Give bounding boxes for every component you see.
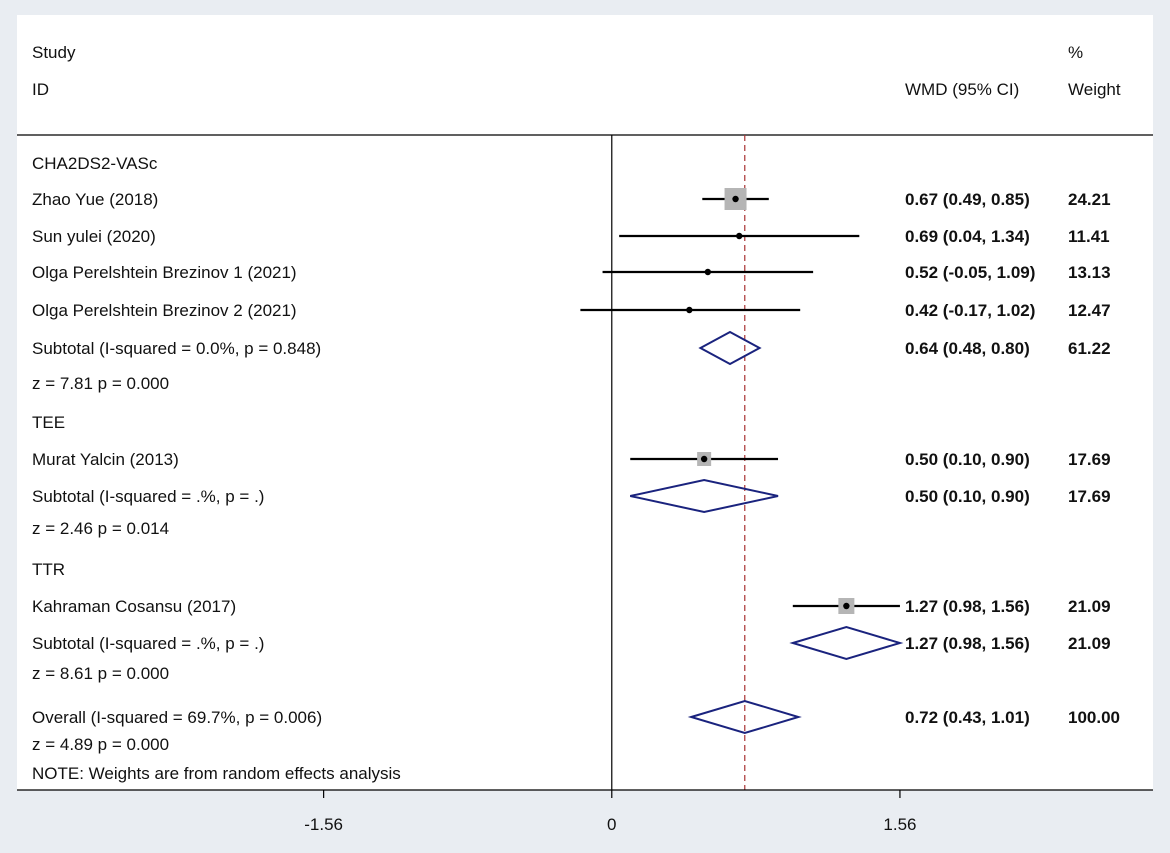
weight-value: 21.09 xyxy=(1068,597,1111,616)
effect-ci-text: 0.50 (0.10, 0.90) xyxy=(905,450,1030,469)
effect-ci-text: 0.72 (0.43, 1.01) xyxy=(905,708,1030,727)
subtotal-label: Subtotal (I-squared = .%, p = .) xyxy=(32,634,264,653)
group-label: TTR xyxy=(32,560,65,579)
weight-value: 11.41 xyxy=(1068,227,1110,246)
effect-ci-text: 1.27 (0.98, 1.56) xyxy=(905,634,1030,653)
weight-value: 12.47 xyxy=(1068,301,1111,320)
study-label: Zhao Yue (2018) xyxy=(32,190,158,209)
plot-area-background xyxy=(17,15,1153,790)
weight-value: 17.69 xyxy=(1068,450,1111,469)
subtotal-label: Subtotal (I-squared = .%, p = .) xyxy=(32,487,264,506)
weight-value: 13.13 xyxy=(1068,263,1111,282)
x-tick-label: -1.56 xyxy=(304,815,343,834)
study-label: Olga Perelshtein Brezinov 1 (2021) xyxy=(32,263,297,282)
stat-label: z = 7.81 p = 0.000 xyxy=(32,374,169,393)
effect-ci-text: 0.69 (0.04, 1.34) xyxy=(905,227,1030,246)
study-label: Olga Perelshtein Brezinov 2 (2021) xyxy=(32,301,297,320)
subtotal-diamond xyxy=(630,478,779,514)
weight-value: 17.69 xyxy=(1068,487,1111,506)
point-estimate xyxy=(732,195,739,203)
effect-ci-text: 1.27 (0.98, 1.56) xyxy=(905,597,1030,616)
weight-value: 21.09 xyxy=(1068,634,1111,653)
effect-ci-text: 0.50 (0.10, 0.90) xyxy=(905,487,1030,506)
subtotal-label: Subtotal (I-squared = 0.0%, p = 0.848) xyxy=(32,339,321,358)
header-id: ID xyxy=(32,80,49,99)
header-effect: WMD (95% CI) xyxy=(905,80,1019,99)
chart-marks: -1.56 0 1.56 CHA2DS2-VASc Zhao Yue (2018) 0.6… xyxy=(17,135,1153,834)
weight-value: 61.22 xyxy=(1068,339,1111,358)
study-label: Sun yulei (2020) xyxy=(32,227,156,246)
stat-label: z = 8.61 p = 0.000 xyxy=(32,664,169,683)
point-estimate xyxy=(736,232,743,240)
subtotal-diamond xyxy=(698,330,762,366)
stat-label: z = 4.89 p = 0.000 xyxy=(32,735,169,754)
overall-label: Overall (I-squared = 69.7%, p = 0.006) xyxy=(32,708,322,727)
subtotal-diamond xyxy=(789,625,904,661)
point-estimate xyxy=(704,268,712,276)
x-tick-label: 0 xyxy=(607,815,616,834)
overall-diamond xyxy=(687,699,802,735)
study-label: Murat Yalcin (2013) xyxy=(32,450,179,469)
study-label: Kahraman Cosansu (2017) xyxy=(32,597,236,616)
header-study: Study xyxy=(32,43,76,62)
effect-ci-text: 0.64 (0.48, 0.80) xyxy=(905,339,1030,358)
weight-value: 100.00 xyxy=(1068,708,1120,727)
note-label: NOTE: Weights are from random effects an… xyxy=(32,764,401,783)
effect-ci-text: 0.42 (-0.17, 1.02) xyxy=(905,301,1035,320)
group-label: CHA2DS2-VASc xyxy=(32,154,158,173)
header-weight-percent: % xyxy=(1068,43,1083,62)
point-estimate xyxy=(700,455,708,463)
point-estimate xyxy=(843,602,850,610)
stat-label: z = 2.46 p = 0.014 xyxy=(32,519,169,538)
x-tick-label: 1.56 xyxy=(883,815,916,834)
point-estimate xyxy=(686,306,693,314)
effect-ci-text: 0.52 (-0.05, 1.09) xyxy=(905,263,1035,282)
group-label: TEE xyxy=(32,413,65,432)
header-weight: Weight xyxy=(1068,80,1121,99)
weight-value: 24.21 xyxy=(1068,190,1111,209)
effect-ci-text: 0.67 (0.49, 0.85) xyxy=(905,190,1030,209)
